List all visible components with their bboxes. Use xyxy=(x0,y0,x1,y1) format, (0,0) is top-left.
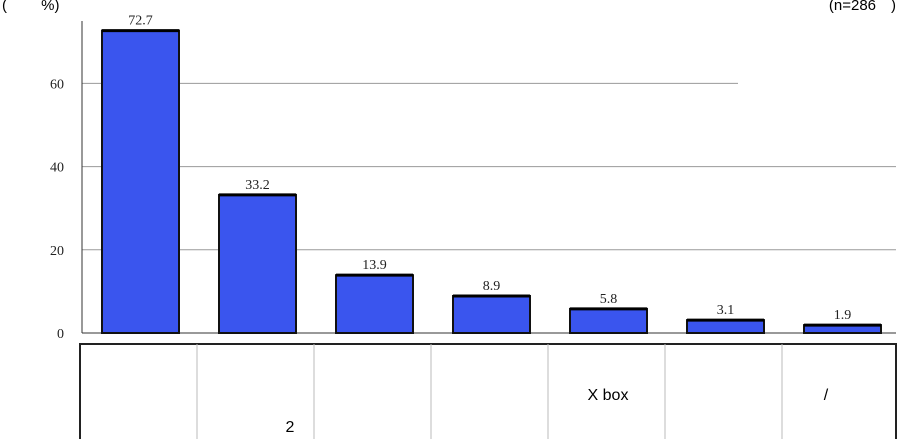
y-tick-label: 60 xyxy=(50,77,64,92)
category-table-frame xyxy=(79,343,897,439)
gridlines xyxy=(82,82,896,251)
y-tick-label: 20 xyxy=(50,244,64,259)
data-label: 1.9 xyxy=(834,308,852,323)
data-label: 72.7 xyxy=(128,14,153,29)
y-tick-label: 0 xyxy=(57,327,64,342)
data-label: 5.8 xyxy=(600,292,618,307)
data-label: 8.9 xyxy=(483,279,501,294)
data-labels: 72.7 33.2 13.9 8.9 5.8 3.1 1.9 xyxy=(128,14,851,324)
data-label: 13.9 xyxy=(362,258,387,273)
bar xyxy=(218,193,297,334)
bars xyxy=(101,29,882,335)
bar xyxy=(686,319,765,335)
category-label: 2 xyxy=(286,419,295,436)
header-sample-size: (n=286 ) xyxy=(829,0,896,14)
category-label: / xyxy=(824,387,829,404)
data-label: 33.2 xyxy=(245,178,270,193)
bar xyxy=(335,274,414,334)
category-table: 2 X box / xyxy=(79,343,897,439)
category-label: X box xyxy=(588,387,629,404)
data-label: 3.1 xyxy=(717,303,735,318)
y-tick-label: 40 xyxy=(50,161,64,176)
bar xyxy=(101,29,180,335)
header-unit-label: ( %) xyxy=(2,0,60,14)
bar xyxy=(569,307,648,335)
bar xyxy=(452,294,531,335)
